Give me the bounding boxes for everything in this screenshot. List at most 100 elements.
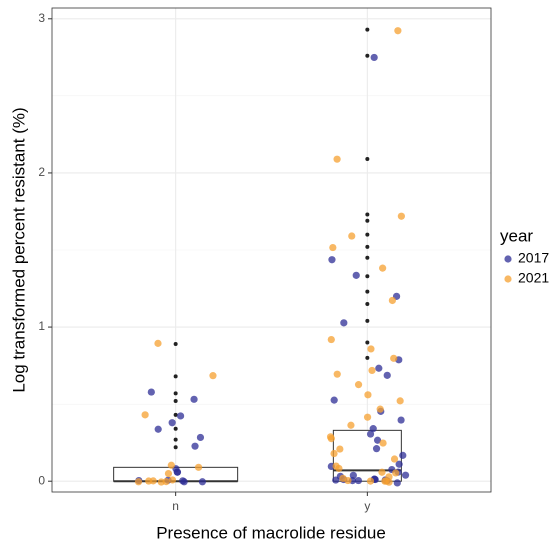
point <box>191 442 199 450</box>
point <box>327 335 335 344</box>
point <box>349 471 357 479</box>
point <box>198 478 207 486</box>
point <box>168 476 177 484</box>
point <box>336 445 344 453</box>
outlier <box>365 289 370 294</box>
point <box>190 395 198 403</box>
point <box>401 471 410 479</box>
point <box>388 296 396 305</box>
outlier <box>173 437 178 442</box>
point <box>370 53 378 62</box>
point <box>379 264 387 272</box>
point <box>330 449 338 458</box>
point <box>149 477 157 485</box>
point <box>330 396 338 404</box>
point <box>328 256 336 264</box>
point <box>147 388 155 396</box>
point <box>333 155 341 163</box>
point <box>176 412 185 420</box>
point <box>397 212 405 220</box>
point <box>394 27 402 35</box>
outlier <box>365 274 370 279</box>
outlier <box>365 232 370 237</box>
outlier <box>173 399 178 404</box>
y-tick-label: 3 <box>38 11 45 25</box>
point <box>164 469 173 478</box>
point <box>327 435 335 443</box>
point <box>335 464 343 473</box>
point <box>397 416 405 424</box>
point <box>392 469 400 477</box>
outlier <box>365 212 370 217</box>
point <box>383 371 391 379</box>
point <box>141 411 149 419</box>
point <box>347 421 355 429</box>
point <box>393 479 401 487</box>
point <box>372 445 381 453</box>
point <box>396 397 404 405</box>
point <box>154 339 162 347</box>
point <box>180 478 188 486</box>
point <box>329 243 337 252</box>
point <box>332 476 340 484</box>
y-tick-label: 0 <box>38 473 45 487</box>
legend-marker <box>504 275 512 283</box>
outlier <box>173 374 178 379</box>
point <box>134 478 143 486</box>
outlier <box>365 53 370 58</box>
point <box>209 372 217 380</box>
legend-title: year <box>500 226 533 245</box>
outlier <box>365 244 370 249</box>
point <box>162 478 170 486</box>
point <box>364 391 372 399</box>
x-axis-title: Presence of macrolide residue <box>156 523 386 542</box>
box <box>332 429 402 482</box>
outlier <box>173 391 178 396</box>
point <box>344 476 352 485</box>
point <box>340 319 348 327</box>
point <box>352 271 360 279</box>
point <box>395 460 403 468</box>
outlier <box>173 445 178 450</box>
point <box>196 433 205 442</box>
point <box>167 461 175 469</box>
point <box>369 425 377 433</box>
point <box>378 468 386 476</box>
point <box>363 413 372 421</box>
point <box>154 425 162 433</box>
point <box>348 232 356 240</box>
outlier <box>173 426 178 431</box>
point <box>373 436 382 444</box>
y-tick-label: 1 <box>38 319 45 333</box>
legend-label: 2021 <box>518 270 549 286</box>
panel-border <box>51 7 492 493</box>
point <box>354 476 363 485</box>
point <box>399 451 407 459</box>
point <box>382 477 390 485</box>
point <box>173 468 181 476</box>
x-tick-label: n <box>172 499 179 513</box>
outlier <box>365 318 370 323</box>
point <box>333 370 341 378</box>
point <box>194 463 203 471</box>
point <box>354 381 363 389</box>
y-axis-title: Log transformed percent resistant (%) <box>9 107 28 392</box>
outlier <box>365 355 370 360</box>
point <box>366 430 375 438</box>
point <box>168 419 176 427</box>
y-tick-label: 2 <box>38 165 45 179</box>
outlier <box>173 412 178 417</box>
outlier <box>365 340 370 345</box>
outlier <box>365 255 370 260</box>
point <box>390 354 398 362</box>
outlier <box>365 301 370 306</box>
point <box>368 366 376 375</box>
point <box>376 405 384 413</box>
x-tick-label: y <box>364 499 370 513</box>
legend-label: 2017 <box>518 250 549 266</box>
point <box>366 477 375 485</box>
point <box>375 364 383 372</box>
outlier <box>173 342 178 347</box>
